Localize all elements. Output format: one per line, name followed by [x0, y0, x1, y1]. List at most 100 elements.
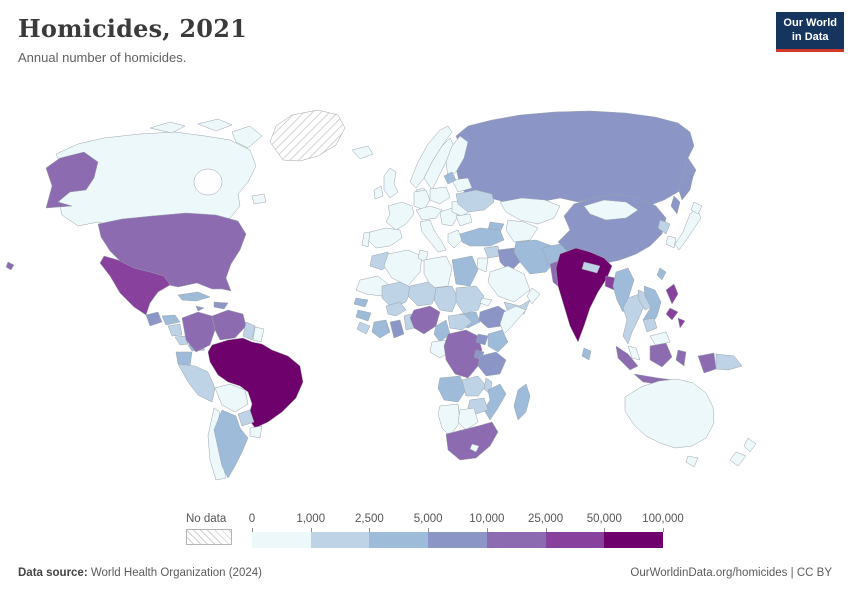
country-cameroon[interactable]	[433, 319, 451, 343]
country-japan-hokkaido[interactable]	[690, 201, 703, 215]
country-papua-new-guinea[interactable]	[715, 353, 743, 371]
country-kazakhstan[interactable]	[499, 197, 561, 225]
country-sierra-leone[interactable]	[356, 321, 371, 335]
country-honduras[interactable]	[161, 314, 181, 326]
country-guyana[interactable]	[242, 321, 256, 341]
country-usa-alaska[interactable]	[45, 151, 99, 209]
country-argentina[interactable]	[213, 409, 249, 479]
country-zambia[interactable]	[461, 375, 487, 397]
country-burkina-faso[interactable]	[385, 301, 407, 317]
country-somalia[interactable]	[499, 305, 527, 335]
country-portugal[interactable]	[361, 231, 371, 248]
country-south-korea[interactable]	[665, 235, 677, 249]
country-ukraine[interactable]	[455, 189, 495, 213]
country-kenya[interactable]	[487, 329, 509, 353]
country-syria[interactable]	[483, 245, 501, 259]
country-australia-tasmania[interactable]	[685, 455, 699, 468]
country-paraguay[interactable]	[237, 409, 255, 427]
country-indonesia-papua[interactable]	[697, 352, 717, 374]
country-mali[interactable]	[381, 281, 413, 309]
country-bulgaria[interactable]	[455, 213, 473, 227]
country-costa-rica[interactable]	[174, 335, 189, 346]
country-mexico[interactable]	[99, 255, 171, 316]
country-germany[interactable]	[413, 189, 431, 211]
country-indonesia-kalimantan[interactable]	[649, 342, 673, 368]
country-new-zealand-south[interactable]	[729, 451, 747, 467]
footer-url-link[interactable]: OurWorldinData.org/homicides	[630, 567, 788, 579]
country-central-europe[interactable]	[415, 205, 443, 221]
country-greenland[interactable]	[269, 109, 346, 162]
country-colombia[interactable]	[181, 311, 216, 353]
country-poland[interactable]	[429, 186, 451, 205]
country-russia-sakhalin[interactable]	[670, 195, 681, 215]
country-malaysia-borneo[interactable]	[649, 331, 671, 347]
country-lesotho[interactable]	[469, 443, 480, 453]
country-belarus[interactable]	[451, 177, 473, 193]
country-angola[interactable]	[437, 375, 467, 403]
country-taiwan[interactable]	[656, 267, 667, 281]
country-canada-newfoundland[interactable]	[251, 193, 267, 205]
country-venezuela[interactable]	[211, 309, 247, 341]
owid-logo[interactable]: Our World in Data	[776, 12, 844, 52]
country-libya[interactable]	[423, 255, 453, 289]
country-dr-congo[interactable]	[443, 329, 483, 379]
legend-bin-3[interactable]	[428, 532, 487, 548]
country-italy[interactable]	[419, 219, 447, 253]
country-cambodia[interactable]	[642, 317, 658, 333]
legend-bin-0[interactable]	[252, 532, 311, 548]
country-baltic[interactable]	[443, 171, 457, 185]
country-japan[interactable]	[674, 207, 702, 251]
country-saudi-arabia[interactable]	[487, 265, 531, 303]
country-peru[interactable]	[177, 363, 216, 403]
country-nepal[interactable]	[581, 261, 601, 274]
legend-bin-6[interactable]	[604, 532, 664, 548]
country-jamaica[interactable]	[195, 305, 205, 312]
country-nicaragua[interactable]	[167, 323, 183, 337]
country-spain[interactable]	[367, 227, 403, 249]
country-central-african-republic[interactable]	[447, 313, 473, 331]
country-australia[interactable]	[624, 378, 715, 449]
country-hispaniola[interactable]	[213, 301, 229, 310]
country-new-zealand-north[interactable]	[743, 437, 757, 453]
legend-bin-2[interactable]	[369, 532, 429, 548]
country-usa-hawaii[interactable]	[5, 261, 15, 271]
country-cuba[interactable]	[177, 291, 211, 302]
country-oman[interactable]	[526, 287, 541, 305]
country-bolivia[interactable]	[214, 383, 249, 413]
country-canada-arctic-island[interactable]	[197, 118, 233, 132]
country-central-asia[interactable]	[505, 219, 539, 243]
country-philippines-visayas[interactable]	[665, 307, 679, 321]
country-senegal[interactable]	[353, 297, 369, 308]
country-brazil[interactable]	[207, 337, 304, 429]
country-uruguay[interactable]	[249, 425, 263, 439]
country-turkey[interactable]	[459, 227, 505, 247]
country-tanzania[interactable]	[477, 351, 507, 377]
country-levant[interactable]	[476, 257, 489, 273]
country-egypt[interactable]	[451, 255, 479, 287]
country-suriname[interactable]	[252, 326, 265, 343]
country-south-africa[interactable]	[445, 421, 499, 461]
country-ghana[interactable]	[389, 319, 405, 339]
country-greece[interactable]	[447, 229, 463, 249]
country-united-kingdom[interactable]	[383, 167, 399, 199]
country-madagascar[interactable]	[513, 383, 531, 421]
country-north-korea[interactable]	[657, 219, 671, 235]
country-philippines[interactable]	[665, 283, 679, 305]
country-canada-baffin[interactable]	[231, 125, 263, 149]
country-indonesia-sulawesi[interactable]	[675, 349, 687, 367]
country-ireland[interactable]	[373, 185, 384, 200]
country-nigeria[interactable]	[409, 305, 441, 335]
country-niger[interactable]	[407, 281, 439, 307]
legend-bin-5[interactable]	[545, 532, 605, 548]
legend-no-data-swatch[interactable]	[186, 529, 232, 545]
country-botswana[interactable]	[457, 407, 479, 431]
country-indonesia-sumatra[interactable]	[615, 345, 639, 371]
legend-bin-1[interactable]	[310, 532, 370, 548]
country-iceland[interactable]	[351, 145, 374, 160]
country-guatemala[interactable]	[145, 311, 163, 327]
country-norway[interactable]	[409, 125, 453, 189]
country-france[interactable]	[385, 201, 415, 231]
country-eritrea[interactable]	[479, 297, 493, 307]
country-sudan[interactable]	[455, 285, 485, 315]
country-canada-arctic-island[interactable]	[149, 121, 186, 134]
